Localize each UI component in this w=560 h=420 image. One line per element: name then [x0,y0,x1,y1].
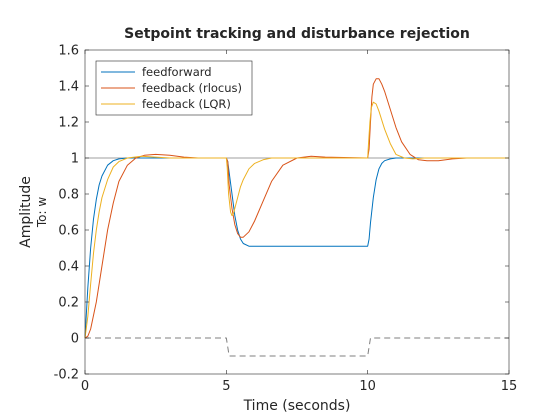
series-line-feedforward [84,157,509,339]
series-layer [84,78,509,357]
x-tick-label: 0 [81,379,89,394]
y-tick-label: 1.6 [58,44,79,59]
y-tick-label: -0.2 [54,368,79,383]
chart-title: Setpoint tracking and disturbance reject… [124,26,470,42]
x-tick-label: 5 [222,379,230,394]
legend-label: feedforward [142,65,212,79]
x-axis-label: Time (seconds) [243,398,351,414]
legend-label: feedback (LQR) [142,97,231,111]
y-tick-label: 1 [71,152,79,167]
y-tick-label: 0.8 [58,188,79,203]
ticks-layer: 0 5 10 15-0.200.20.40.60.811.21.41.6 [54,44,518,395]
y-tick-label: 0 [71,332,79,347]
x-tick-label: 15 [501,379,518,394]
legend-entries: feedforward feedback (rlocus) feedback (LQ… [101,65,242,111]
y-tick-label: 1.4 [58,80,79,95]
x-tick-label: 10 [359,379,376,394]
output-channel-label: To: w [35,197,49,228]
y-tick-label: 0.2 [58,296,79,311]
y-tick-label: 1.2 [58,116,79,131]
y-axis-label: Amplitude [18,176,34,248]
legend-label: feedback (rlocus) [142,81,242,95]
axes-box [84,49,510,375]
series-line-feedback-rlocus [84,78,509,339]
legend: feedforward feedback (rlocus) feedback (LQ… [95,60,253,116]
series-line-feedback-lqr [84,101,509,339]
y-tick-label: 0.6 [58,224,79,239]
y-tick-label: 0.4 [58,260,79,275]
